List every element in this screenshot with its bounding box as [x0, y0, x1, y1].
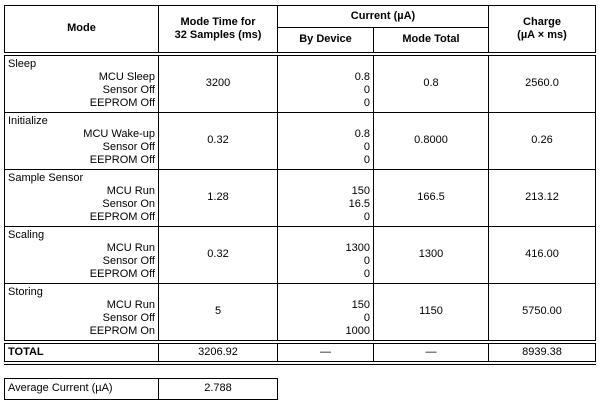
section-name: Initialize: [8, 114, 48, 127]
mode-cell: Storing MCU Run Sensor Off EEPROM On: [4, 282, 159, 342]
power-budget-table: Mode Mode Time for 32 Samples (ms) Curre…: [4, 5, 596, 365]
header-mode-label: Mode: [67, 22, 96, 35]
by-device-value: 0: [363, 311, 370, 324]
by-device-value: 0: [363, 153, 370, 166]
device-label: MCU Run: [106, 241, 155, 254]
section-name: Sample Sensor: [8, 171, 84, 184]
device-label: MCU Run: [106, 298, 155, 311]
mode-time-cell: 0.32: [158, 111, 278, 170]
header-mode: Mode: [4, 5, 159, 56]
by-device-value: 0: [363, 83, 370, 96]
by-device-value: 0.8: [354, 127, 370, 140]
mode-cell: Scaling MCU Run Sensor Off EEPROM Off: [4, 225, 159, 284]
section-name: Storing: [8, 285, 43, 298]
section-name: Scaling: [8, 228, 45, 241]
total-mode-time: 3206.92: [158, 339, 278, 365]
header-row-1: Mode Mode Time for 32 Samples (ms) Curre…: [4, 5, 596, 56]
mode-total-cell: 0.8: [373, 53, 489, 113]
mode-time-cell: 1.28: [158, 168, 278, 227]
table-header: Mode Mode Time for 32 Samples (ms) Curre…: [4, 5, 596, 56]
total-charge: 8939.38: [488, 339, 596, 365]
device-label: EEPROM Off: [89, 153, 155, 166]
header-charge-line1: Charge: [523, 15, 561, 28]
by-device-value: 0: [363, 140, 370, 153]
mode-cell: Initialize MCU Wake-up Sensor Off EEPROM…: [4, 111, 159, 170]
average-current-value: 2.788: [158, 377, 278, 400]
by-device-cell: 1300 0 0: [277, 225, 374, 284]
by-device-cell: 0.8 0 0: [277, 111, 374, 170]
charge-cell: 213.12: [488, 168, 596, 227]
device-label: EEPROM Off: [89, 267, 155, 280]
mode-total-cell: 0.8000: [373, 111, 489, 170]
mode-cell: Sample Sensor MCU Run Sensor On EEPROM O…: [4, 168, 159, 227]
device-label: MCU Sleep: [98, 70, 155, 83]
header-mode-time-line1: Mode Time for: [180, 15, 256, 28]
total-mode-total-dash: —: [373, 339, 489, 365]
mode-total-cell: 1300: [373, 225, 489, 284]
total-by-device-dash: —: [277, 339, 374, 365]
by-device-value: 0: [363, 96, 370, 109]
device-label: EEPROM Off: [89, 210, 155, 223]
by-device-value: 150: [351, 184, 370, 197]
device-label: EEPROM Off: [89, 96, 155, 109]
mode-total-cell: 166.5: [373, 168, 489, 227]
charge-cell: 2560.0: [488, 53, 596, 113]
header-current-group: Current (µA): [277, 5, 489, 28]
section-row-scaling: Scaling MCU Run Sensor Off EEPROM Off 0.…: [4, 225, 596, 284]
device-label: MCU Run: [106, 184, 155, 197]
header-charge-line2: (µA × ms): [517, 28, 567, 41]
mode-time-cell: 0.32: [158, 225, 278, 284]
device-label: Sensor Off: [102, 254, 155, 267]
by-device-value: 1300: [345, 241, 370, 254]
device-label: Sensor On: [102, 197, 155, 210]
section-name: Sleep: [8, 57, 37, 70]
header-row-2: By Device Mode Total: [5, 27, 596, 56]
device-label: Sensor Off: [102, 83, 155, 96]
header-mode-time-line2: 32 Samples (ms): [174, 28, 262, 41]
section-row-initialize: Initialize MCU Wake-up Sensor Off EEPROM…: [4, 111, 596, 170]
by-device-value: 0.8: [354, 70, 370, 83]
mode-time-cell: 5: [158, 282, 278, 342]
total-row: TOTAL 3206.92 — — 8939.38: [4, 339, 596, 365]
charge-cell: 416.00: [488, 225, 596, 284]
device-label: MCU Wake-up: [83, 127, 155, 140]
header-mode-total: Mode Total: [373, 27, 489, 56]
charge-cell: 0.26: [488, 111, 596, 170]
mode-total-cell: 1150: [373, 282, 489, 342]
total-label: TOTAL: [4, 339, 159, 365]
header-mode-time: Mode Time for 32 Samples (ms): [158, 5, 278, 56]
section-row-storing: Storing MCU Run Sensor Off EEPROM On 5 1…: [4, 282, 596, 342]
average-current-label: Average Current (µA): [4, 377, 159, 400]
device-label: EEPROM On: [89, 324, 155, 337]
by-device-cell: 0.8 0 0: [277, 53, 374, 113]
by-device-cell: 150 16.5 0: [277, 168, 374, 227]
device-label: Sensor Off: [102, 311, 155, 324]
by-device-cell: 150 0 1000: [277, 282, 374, 342]
mode-cell: Sleep MCU Sleep Sensor Off EEPROM Off: [4, 53, 159, 113]
average-current-row: Average Current (µA) 2.788: [4, 377, 278, 400]
by-device-value: 0: [363, 267, 370, 280]
header-charge: Charge (µA × ms): [488, 5, 596, 56]
by-device-value: 150: [351, 298, 370, 311]
charge-cell: 5750.00: [488, 282, 596, 342]
header-by-device: By Device: [277, 27, 374, 56]
section-row-sample-sensor: Sample Sensor MCU Run Sensor On EEPROM O…: [4, 168, 596, 227]
section-row-sleep: Sleep MCU Sleep Sensor Off EEPROM Off 32…: [4, 53, 596, 113]
device-label: Sensor Off: [102, 140, 155, 153]
average-current-table: Average Current (µA) 2.788: [4, 377, 278, 400]
mode-time-cell: 3200: [158, 53, 278, 113]
by-device-value: 0: [363, 210, 370, 223]
table-body: Sleep MCU Sleep Sensor Off EEPROM Off 32…: [4, 53, 596, 365]
by-device-value: 16.5: [348, 197, 370, 210]
by-device-value: 0: [363, 254, 370, 267]
by-device-value: 1000: [345, 324, 370, 337]
